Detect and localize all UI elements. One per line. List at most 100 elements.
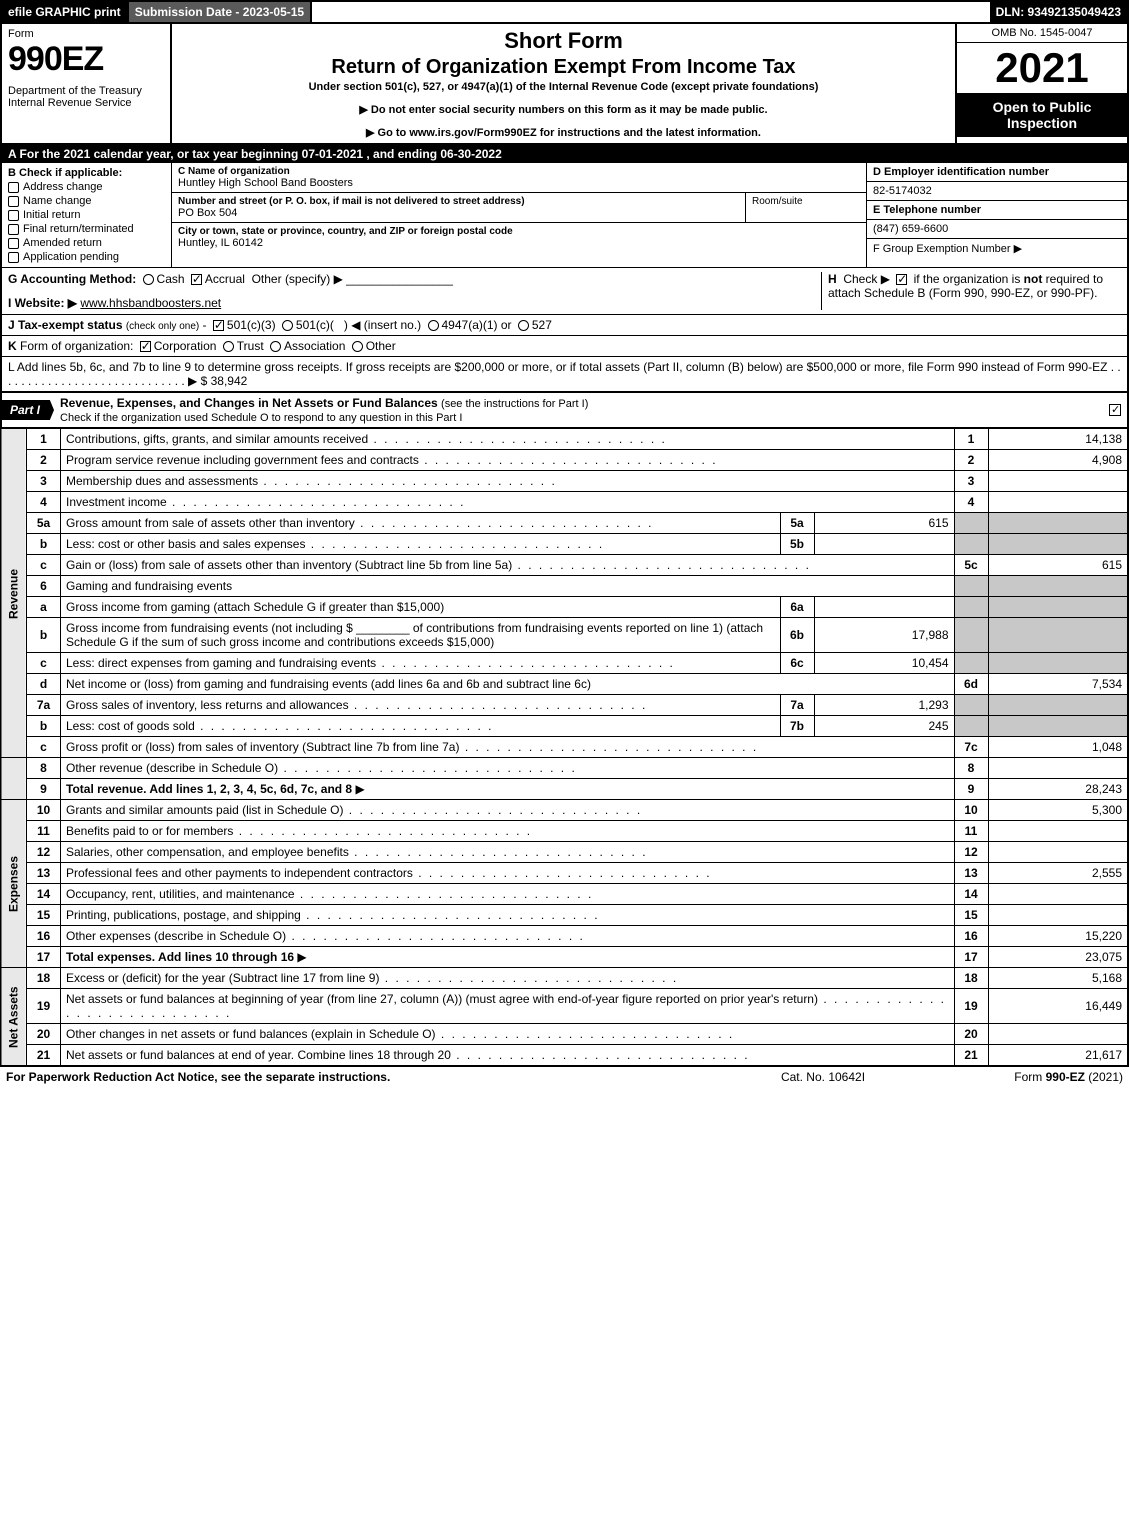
expenses-side-label: Expenses <box>1 800 27 968</box>
cb-amended[interactable]: Amended return <box>8 237 165 249</box>
g-label: G Accounting Method: <box>8 272 136 286</box>
cb-application-pending[interactable]: Application pending <box>8 251 165 263</box>
street-label: Number and street (or P. O. box, if mail… <box>178 196 739 207</box>
city-label: City or town, state or province, country… <box>178 226 860 237</box>
org-name-label: C Name of organization <box>178 166 860 177</box>
footer-center: Cat. No. 10642I <box>723 1070 923 1084</box>
l6-desc: Gaming and fundraising events <box>61 576 955 597</box>
l6a-desc: Gross income from gaming (attach Schedul… <box>61 597 781 618</box>
omb-number: OMB No. 1545-0047 <box>957 24 1127 43</box>
radio-501c[interactable] <box>282 320 293 331</box>
footer-right: Form 990-EZ (2021) <box>923 1070 1123 1084</box>
header-center: Short Form Return of Organization Exempt… <box>172 24 957 143</box>
l6d-desc: Net income or (loss) from gaming and fun… <box>61 674 955 695</box>
header-left: Form 990EZ Department of the Treasury In… <box>2 24 172 143</box>
form-label: Form <box>8 28 164 40</box>
chk-501c3[interactable] <box>213 320 224 331</box>
footer-left: For Paperwork Reduction Act Notice, see … <box>6 1070 723 1084</box>
radio-trust[interactable] <box>223 341 234 352</box>
radio-cash[interactable] <box>143 274 154 285</box>
l7a-sv: 1,293 <box>814 695 954 716</box>
part1-scho-check[interactable] <box>1109 404 1121 416</box>
tel-label: E Telephone number <box>867 201 1127 220</box>
l7b-sv: 245 <box>814 716 954 737</box>
l5c-desc: Gain or (loss) from sale of assets other… <box>66 558 811 572</box>
org-name: Huntley High School Band Boosters <box>178 177 860 189</box>
l9-amt: 28,243 <box>988 779 1128 800</box>
row-l: L Add lines 5b, 6c, and 7b to line 9 to … <box>0 357 1129 392</box>
netassets-side-label: Net Assets <box>1 968 27 1066</box>
h-schedule-b: H Check ▶ if the organization is not req… <box>821 272 1121 310</box>
l2-amt: 4,908 <box>988 450 1128 471</box>
l17-amt: 23,075 <box>988 947 1128 968</box>
topbar: efile GRAPHIC print Submission Date - 20… <box>0 0 1129 24</box>
tax-year: 2021 <box>957 43 1127 93</box>
l7c-desc: Gross profit or (loss) from sales of inv… <box>66 740 758 754</box>
l10-desc: Grants and similar amounts paid (list in… <box>66 803 642 817</box>
radio-527[interactable] <box>518 320 529 331</box>
chk-accrual[interactable] <box>191 274 202 285</box>
i-label: I Website: ▶ <box>8 296 77 310</box>
part1-check-note: Check if the organization used Schedule … <box>60 412 462 424</box>
website-link[interactable]: www.hhsbandboosters.net <box>80 296 221 310</box>
cb-final-return[interactable]: Final return/terminated <box>8 223 165 235</box>
l18-amt: 5,168 <box>988 968 1128 989</box>
radio-association[interactable] <box>270 341 281 352</box>
l5c-amt: 615 <box>988 555 1128 576</box>
l1-amt: 14,138 <box>988 429 1128 450</box>
l6b-sv: 17,988 <box>814 618 954 653</box>
cb-name-change[interactable]: Name change <box>8 195 165 207</box>
title-return: Return of Organization Exempt From Incom… <box>180 56 947 79</box>
chk-schedule-b[interactable] <box>896 274 907 285</box>
l8-amt <box>988 758 1128 779</box>
l3-amt <box>988 471 1128 492</box>
l1-num: 1 <box>27 429 61 450</box>
part1-instr: (see the instructions for Part I) <box>441 398 588 410</box>
l19-amt: 16,449 <box>988 989 1128 1024</box>
page-footer: For Paperwork Reduction Act Notice, see … <box>0 1066 1129 1087</box>
group-exemption: F Group Exemption Number ▶ <box>867 239 1127 258</box>
open-to-public: Open to Public Inspection <box>957 93 1127 137</box>
street-row: Number and street (or P. O. box, if mail… <box>172 193 866 223</box>
col-b-heading: B Check if applicable: <box>8 167 165 179</box>
chk-corporation[interactable] <box>140 341 151 352</box>
part1-table: Revenue 1 Contributions, gifts, grants, … <box>0 428 1129 1066</box>
part1-header: Part I Revenue, Expenses, and Changes in… <box>0 392 1129 428</box>
l6d-amt: 7,534 <box>988 674 1128 695</box>
row-g-h: G Accounting Method: Cash Accrual Other … <box>0 268 1129 315</box>
cb-address-change[interactable]: Address change <box>8 181 165 193</box>
l4-desc: Investment income <box>66 495 465 509</box>
l16-amt: 15,220 <box>988 926 1128 947</box>
l8-desc: Other revenue (describe in Schedule O) <box>66 761 577 775</box>
radio-4947[interactable] <box>428 320 439 331</box>
l7a-desc: Gross sales of inventory, less returns a… <box>66 698 647 712</box>
title-short-form: Short Form <box>180 28 947 54</box>
room-suite-label: Room/suite <box>746 193 866 222</box>
subtitle: Under section 501(c), 527, or 4947(a)(1)… <box>180 81 947 93</box>
tel-value: (847) 659-6600 <box>867 220 1127 239</box>
col-c-org: C Name of organization Huntley High Scho… <box>172 163 867 267</box>
city-value: Huntley, IL 60142 <box>178 237 860 249</box>
l13-amt: 2,555 <box>988 863 1128 884</box>
l3-desc: Membership dues and assessments <box>66 474 557 488</box>
dln: DLN: 93492135049423 <box>990 2 1127 22</box>
efile-print-label[interactable]: efile GRAPHIC print <box>2 2 129 22</box>
form-number: 990EZ <box>8 40 164 79</box>
l21-amt: 21,617 <box>988 1045 1128 1066</box>
radio-other-org[interactable] <box>352 341 363 352</box>
row-k: K Form of organization: Corporation Trus… <box>0 336 1129 357</box>
l2-desc: Program service revenue including govern… <box>66 453 718 467</box>
l4-amt <box>988 492 1128 513</box>
l9-desc: Total revenue. Add lines 1, 2, 3, 4, 5c,… <box>66 782 352 796</box>
col-d: D Employer identification number 82-5174… <box>867 163 1127 267</box>
l5b-desc: Less: cost or other basis and sales expe… <box>66 537 604 551</box>
l1-ln: 1 <box>954 429 988 450</box>
l5a-sv: 615 <box>814 513 954 534</box>
cb-initial-return[interactable]: Initial return <box>8 209 165 221</box>
revenue-side-label: Revenue <box>1 429 27 758</box>
l7c-amt: 1,048 <box>988 737 1128 758</box>
l6c-sv: 10,454 <box>814 653 954 674</box>
note-link[interactable]: ▶ Go to www.irs.gov/Form990EZ for instru… <box>180 126 947 139</box>
part1-title: Revenue, Expenses, and Changes in Net As… <box>60 396 438 410</box>
note-ssn: ▶ Do not enter social security numbers o… <box>180 103 947 116</box>
